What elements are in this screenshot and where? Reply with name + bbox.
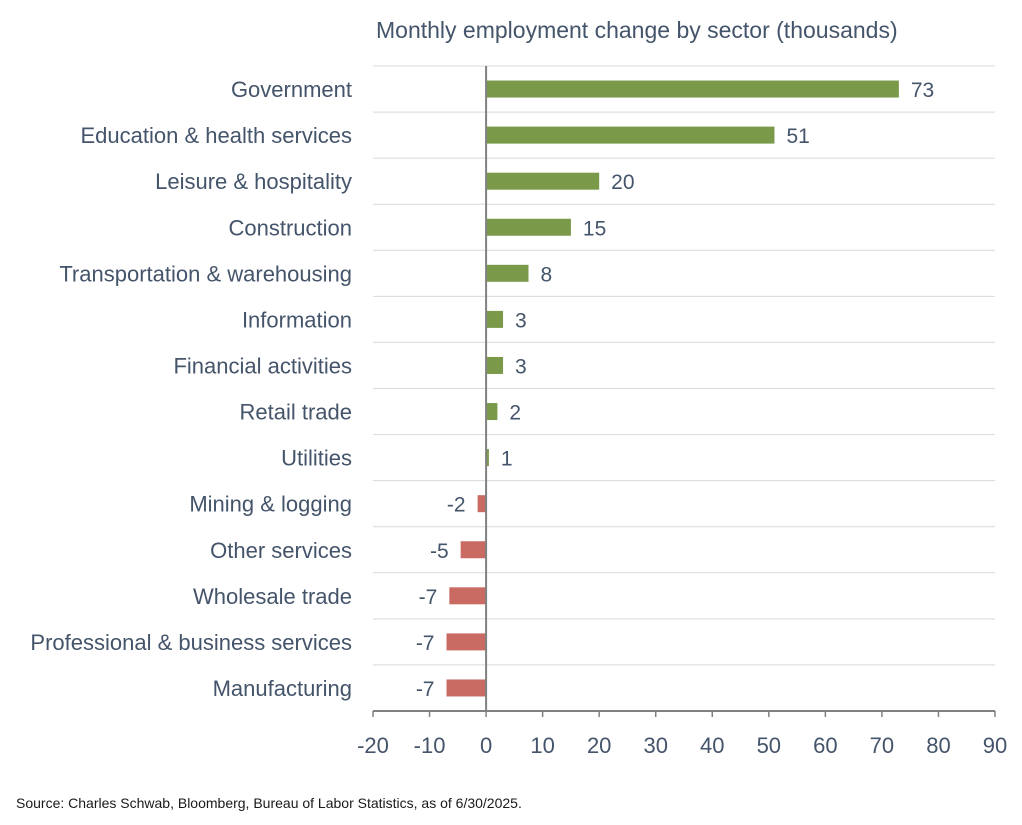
data-label: -5 xyxy=(430,540,449,563)
data-label: 2 xyxy=(509,402,521,425)
data-label: -7 xyxy=(416,678,435,701)
data-label: 1 xyxy=(501,448,513,471)
axes xyxy=(372,66,996,717)
x-tick-label: 0 xyxy=(480,733,492,758)
bar xyxy=(486,356,504,374)
bar xyxy=(486,403,498,421)
bar xyxy=(486,80,899,98)
data-label: 8 xyxy=(541,263,553,286)
data-label: -7 xyxy=(419,586,438,609)
bar xyxy=(486,264,529,282)
category-label: Manufacturing xyxy=(213,676,352,701)
x-tick-label: 40 xyxy=(700,733,724,758)
bars xyxy=(446,80,899,697)
data-label: -7 xyxy=(416,632,435,655)
x-tick-label: -20 xyxy=(357,733,389,758)
data-label: 73 xyxy=(911,79,934,102)
bar xyxy=(446,679,487,697)
x-tick-label: 20 xyxy=(587,733,611,758)
gridlines xyxy=(373,65,995,666)
category-label: Financial activities xyxy=(173,353,352,378)
data-label: 51 xyxy=(786,125,809,148)
x-tick-label: 70 xyxy=(870,733,894,758)
tick-labels: -20 -10 0 10 20 30 40 50 60 70 80 90 xyxy=(357,733,1007,758)
bar xyxy=(446,633,487,651)
category-label: Transportation & warehousing xyxy=(59,261,352,286)
source-note: Source: Charles Schwab, Bloomberg, Burea… xyxy=(16,795,522,811)
bar xyxy=(486,126,775,144)
x-tick-label: 10 xyxy=(530,733,554,758)
category-label: Mining & logging xyxy=(189,492,352,517)
data-label: 3 xyxy=(515,355,527,378)
category-label: Other services xyxy=(210,538,352,563)
x-tick-label: -10 xyxy=(414,733,446,758)
category-label: Professional & business services xyxy=(30,630,352,655)
bar xyxy=(486,172,600,190)
category-label: Utilities xyxy=(281,446,352,471)
chart-title: Monthly employment change by sector (tho… xyxy=(376,17,898,43)
bar xyxy=(486,218,571,236)
data-label: 3 xyxy=(515,309,527,332)
x-tick-label: 90 xyxy=(983,733,1007,758)
bar xyxy=(460,541,487,559)
bar xyxy=(477,495,487,513)
x-tick-label: 80 xyxy=(926,733,950,758)
category-label: Government xyxy=(231,77,352,102)
data-label: 15 xyxy=(583,217,606,240)
category-label: Wholesale trade xyxy=(193,584,352,609)
x-tick-label: 50 xyxy=(757,733,781,758)
category-label: Construction xyxy=(228,215,352,240)
data-label: 20 xyxy=(611,171,634,194)
data-label: -2 xyxy=(447,494,466,517)
bar xyxy=(486,310,504,328)
x-tick-label: 30 xyxy=(643,733,667,758)
category-label: Retail trade xyxy=(239,400,352,425)
chart: Monthly employment change by sector (tho… xyxy=(30,17,1007,758)
x-tick-label: 60 xyxy=(813,733,837,758)
bar xyxy=(486,449,489,467)
category-label: Leisure & hospitality xyxy=(155,169,352,194)
bar xyxy=(449,587,487,605)
category-labels: Government Education & health services Lei… xyxy=(30,77,352,701)
category-label: Education & health services xyxy=(81,123,353,148)
category-label: Information xyxy=(242,307,352,332)
